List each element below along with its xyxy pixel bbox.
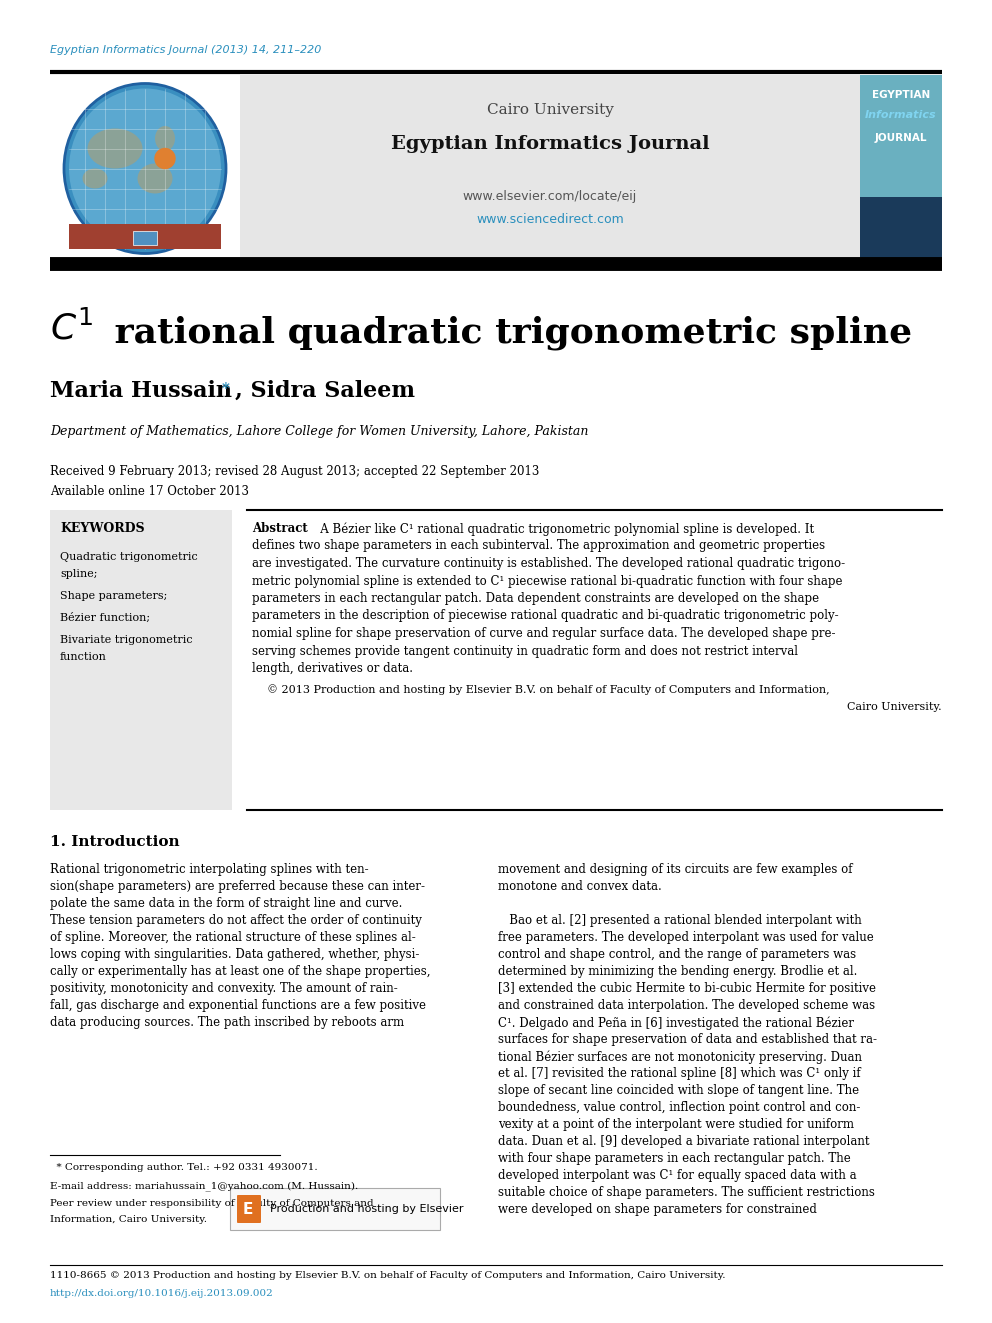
Text: spline;: spline;: [60, 569, 97, 579]
Text: lows coping with singularities. Data gathered, whether, physi-: lows coping with singularities. Data gat…: [50, 949, 420, 960]
Text: [3] extended the cubic Hermite to bi-cubic Hermite for positive: [3] extended the cubic Hermite to bi-cub…: [498, 982, 876, 995]
Text: Department of Mathematics, Lahore College for Women University, Lahore, Pakistan: Department of Mathematics, Lahore Colleg…: [50, 425, 588, 438]
Text: length, derivatives or data.: length, derivatives or data.: [252, 662, 413, 675]
Text: Informatics: Informatics: [865, 110, 936, 120]
Text: Rational trigonometric interpolating splines with ten-: Rational trigonometric interpolating spl…: [50, 863, 369, 876]
Text: Bao et al. [2] presented a rational blended interpolant with: Bao et al. [2] presented a rational blen…: [498, 914, 862, 927]
Text: data producing sources. The path inscribed by reboots arm: data producing sources. The path inscrib…: [50, 1016, 404, 1029]
Text: Bézier function;: Bézier function;: [60, 613, 150, 623]
Text: Abstract: Abstract: [252, 523, 308, 534]
Text: function: function: [60, 652, 107, 662]
Ellipse shape: [138, 164, 173, 193]
Text: fall, gas discharge and exponential functions are a few positive: fall, gas discharge and exponential func…: [50, 999, 426, 1012]
Bar: [860, 75, 942, 197]
Text: serving schemes provide tangent continuity in quadratic form and does not restri: serving schemes provide tangent continui…: [252, 644, 798, 658]
Text: Cairo University.: Cairo University.: [847, 701, 942, 712]
Bar: [230, 1188, 440, 1230]
Bar: [133, 230, 157, 245]
Text: C¹. Delgado and Peña in [6] investigated the rational Bézier: C¹. Delgado and Peña in [6] investigated…: [498, 1016, 854, 1029]
Bar: [69, 224, 221, 249]
Text: Bivariate trigonometric: Bivariate trigonometric: [60, 635, 192, 646]
Text: Egyptian Informatics Journal (2013) 14, 211–220: Egyptian Informatics Journal (2013) 14, …: [50, 45, 321, 56]
Text: Received 9 February 2013; revised 28 August 2013; accepted 22 September 2013: Received 9 February 2013; revised 28 Aug…: [50, 464, 540, 478]
Text: rational quadratic trigonometric spline: rational quadratic trigonometric spline: [102, 316, 912, 351]
Text: JOURNAL: JOURNAL: [875, 134, 928, 143]
Bar: [50, 75, 240, 262]
Text: parameters in each rectangular patch. Data dependent constraints are developed o: parameters in each rectangular patch. Da…: [252, 591, 819, 605]
Text: Peer review under responsibility of Faculty of Computers and: Peer review under responsibility of Facu…: [50, 1199, 374, 1208]
Text: determined by minimizing the bending energy. Brodlie et al.: determined by minimizing the bending ene…: [498, 964, 857, 978]
Text: and constrained data interpolation. The developed scheme was: and constrained data interpolation. The …: [498, 999, 875, 1012]
Text: monotone and convex data.: monotone and convex data.: [498, 880, 662, 893]
Text: polate the same data in the form of straight line and curve.: polate the same data in the form of stra…: [50, 897, 403, 910]
Text: positivity, monotonicity and convexity. The amount of rain-: positivity, monotonicity and convexity. …: [50, 982, 398, 995]
Text: 1. Introduction: 1. Introduction: [50, 835, 180, 849]
Text: sion(shape parameters) are preferred because these can inter-: sion(shape parameters) are preferred bec…: [50, 880, 425, 893]
Text: www.sciencedirect.com: www.sciencedirect.com: [476, 213, 624, 226]
Text: defines two shape parameters in each subinterval. The approximation and geometri: defines two shape parameters in each sub…: [252, 540, 825, 553]
Text: *: *: [222, 382, 230, 396]
Bar: [860, 75, 942, 262]
Text: Information, Cairo University.: Information, Cairo University.: [50, 1215, 207, 1224]
Text: Cairo University: Cairo University: [486, 103, 613, 116]
Text: Shape parameters;: Shape parameters;: [60, 591, 168, 601]
Text: © 2013 Production and hosting by Elsevier B.V. on behalf of Faculty of Computers: © 2013 Production and hosting by Elsevie…: [267, 684, 829, 696]
Bar: [240, 75, 860, 262]
Text: boundedness, value control, inflection point control and con-: boundedness, value control, inflection p…: [498, 1101, 860, 1114]
Text: are investigated. The curvature continuity is established. The developed rationa: are investigated. The curvature continui…: [252, 557, 845, 570]
Text: http://dx.doi.org/10.1016/j.eij.2013.09.002: http://dx.doi.org/10.1016/j.eij.2013.09.…: [50, 1289, 274, 1298]
Ellipse shape: [69, 89, 221, 249]
Ellipse shape: [87, 128, 143, 168]
Text: vexity at a point of the interpolant were studied for uniform: vexity at a point of the interpolant wer…: [498, 1118, 854, 1131]
Text: free parameters. The developed interpolant was used for value: free parameters. The developed interpola…: [498, 931, 874, 945]
Text: EGYPTIAN: EGYPTIAN: [872, 90, 930, 101]
Ellipse shape: [64, 83, 226, 254]
Text: www.elsevier.com/locate/eij: www.elsevier.com/locate/eij: [463, 191, 637, 202]
Text: Egyptian Informatics Journal: Egyptian Informatics Journal: [391, 135, 709, 153]
Text: Quadratic trigonometric: Quadratic trigonometric: [60, 552, 197, 562]
Text: parameters in the description of piecewise rational quadratic and bi-quadratic t: parameters in the description of piecewi…: [252, 610, 838, 623]
Text: Production and hosting by Elsevier: Production and hosting by Elsevier: [270, 1204, 463, 1215]
Text: et al. [7] revisited the rational spline [8] which was C¹ only if: et al. [7] revisited the rational spline…: [498, 1068, 861, 1080]
Text: These tension parameters do not affect the order of continuity: These tension parameters do not affect t…: [50, 914, 422, 927]
Text: slope of secant line coincided with slope of tangent line. The: slope of secant line coincided with slop…: [498, 1084, 859, 1097]
Text: control and shape control, and the range of parameters was: control and shape control, and the range…: [498, 949, 856, 960]
FancyBboxPatch shape: [237, 1195, 261, 1222]
Text: Available online 17 October 2013: Available online 17 October 2013: [50, 486, 249, 497]
Text: KEYWORDS: KEYWORDS: [60, 523, 145, 534]
Text: , Sidra Saleem: , Sidra Saleem: [235, 380, 415, 402]
Text: suitable choice of shape parameters. The sufficient restrictions: suitable choice of shape parameters. The…: [498, 1185, 875, 1199]
Bar: [860, 197, 942, 262]
Text: developed interpolant was C¹ for equally spaced data with a: developed interpolant was C¹ for equally…: [498, 1170, 857, 1181]
Text: A Bézier like C¹ rational quadratic trigonometric polynomial spline is developed: A Bézier like C¹ rational quadratic trig…: [309, 523, 814, 536]
Text: metric polynomial spline is extended to C¹ piecewise rational bi-quadratic funct: metric polynomial spline is extended to …: [252, 574, 842, 587]
Circle shape: [155, 148, 175, 168]
Text: tional Bézier surfaces are not monotonicity preserving. Duan: tional Bézier surfaces are not monotonic…: [498, 1050, 862, 1064]
Bar: [50, 509, 232, 810]
Ellipse shape: [82, 168, 107, 188]
Text: data. Duan et al. [9] developed a bivariate rational interpolant: data. Duan et al. [9] developed a bivari…: [498, 1135, 870, 1148]
Text: movement and designing of its circuits are few examples of: movement and designing of its circuits a…: [498, 863, 852, 876]
Text: cally or experimentally has at least one of the shape properties,: cally or experimentally has at least one…: [50, 964, 431, 978]
Text: 1110-8665 © 2013 Production and hosting by Elsevier B.V. on behalf of Faculty of: 1110-8665 © 2013 Production and hosting …: [50, 1271, 725, 1279]
Text: with four shape parameters in each rectangular patch. The: with four shape parameters in each recta…: [498, 1152, 851, 1166]
Text: were developed on shape parameters for constrained: were developed on shape parameters for c…: [498, 1203, 816, 1216]
Text: E: E: [243, 1201, 253, 1217]
Text: surfaces for shape preservation of data and established that ra-: surfaces for shape preservation of data …: [498, 1033, 877, 1046]
Text: E-mail address: mariahussain_1@yahoo.com (M. Hussain).: E-mail address: mariahussain_1@yahoo.com…: [50, 1181, 358, 1191]
Ellipse shape: [155, 126, 175, 151]
Text: of spline. Moreover, the rational structure of these splines al-: of spline. Moreover, the rational struct…: [50, 931, 416, 945]
Text: nomial spline for shape preservation of curve and regular surface data. The deve: nomial spline for shape preservation of …: [252, 627, 835, 640]
Text: Maria Hussain: Maria Hussain: [50, 380, 240, 402]
Text: $\mathit{C}^1$: $\mathit{C}^1$: [50, 310, 93, 347]
Text: * Corresponding author. Tel.: +92 0331 4930071.: * Corresponding author. Tel.: +92 0331 4…: [50, 1163, 317, 1172]
